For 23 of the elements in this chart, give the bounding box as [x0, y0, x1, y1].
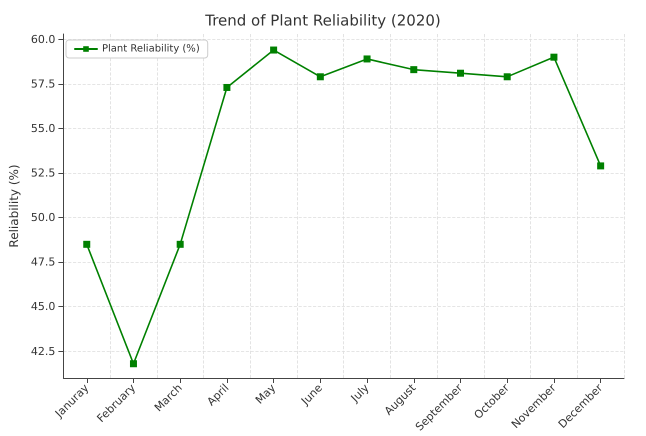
point: [176, 240, 184, 248]
y-tick-label: 42.5: [30, 344, 56, 358]
legend-label: Plant Reliability (%): [102, 44, 200, 54]
y-tick-label: 47.5: [30, 256, 56, 269]
point: [456, 70, 464, 77]
y-tick-label: 55.0: [30, 122, 56, 135]
y-tick-label: 57.5: [30, 77, 56, 90]
point: [504, 73, 511, 80]
y-tick-label: 60.0: [30, 32, 56, 46]
point: [83, 240, 90, 248]
point: [223, 84, 230, 91]
y-tick-label: 45.0: [30, 300, 56, 314]
point: [410, 66, 418, 74]
point: [130, 360, 137, 368]
chart-title: Trend of Plant Reliability (2020): [204, 12, 441, 30]
point: [597, 162, 604, 170]
y-axis-title: Reliability (%): [7, 164, 21, 248]
y-tick-label: 52.5: [30, 166, 56, 180]
point: [550, 54, 558, 61]
point: [270, 46, 278, 54]
point: [316, 73, 324, 80]
point: [364, 55, 371, 62]
y-tick-label: 50.0: [30, 211, 56, 224]
